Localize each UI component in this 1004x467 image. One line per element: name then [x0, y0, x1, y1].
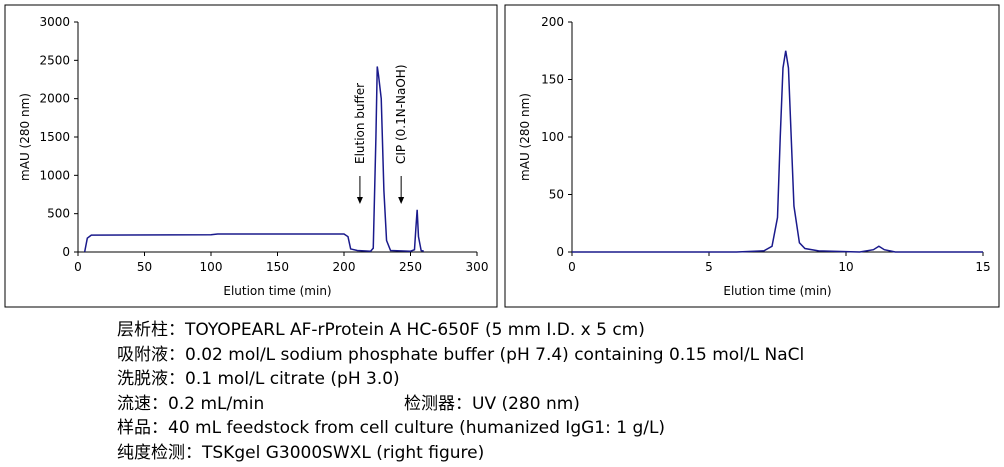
y-tick-label: 100 — [541, 130, 564, 144]
note-label: 层析柱： — [117, 320, 185, 340]
y-tick-label: 1500 — [39, 130, 70, 144]
x-tick-label: 200 — [333, 260, 356, 274]
data-line — [83, 66, 425, 253]
x-tick-label: 0 — [568, 260, 576, 274]
y-tick-label: 0 — [62, 245, 70, 259]
y-tick-label: 2000 — [39, 92, 70, 106]
x-axis-label: Elution time (min) — [723, 284, 831, 298]
annotation: CIP (0.1N-NaOH) — [394, 64, 408, 164]
note-text: 40 mL feedstock from cell culture (human… — [168, 418, 666, 438]
y-tick-label: 150 — [541, 73, 564, 87]
note-item: 样品：40 mL feedstock from cell culture (hu… — [117, 416, 665, 441]
y-tick-label: 0 — [556, 245, 564, 259]
note-label: 纯度检测： — [117, 442, 202, 463]
data-line — [572, 50, 983, 253]
y-tick-label: 2500 — [39, 53, 70, 67]
note-item: 检测器：UV (280 nm) — [404, 392, 580, 417]
note-item: 洗脱液：0.1 mol/L citrate (pH 3.0) — [117, 367, 400, 392]
x-tick-label: 10 — [838, 260, 853, 274]
x-tick-label: 300 — [466, 260, 489, 274]
x-tick-label: 5 — [705, 260, 713, 274]
y-tick-label: 500 — [47, 207, 70, 221]
y-tick-label: 50 — [549, 188, 564, 202]
y-tick-label: 200 — [541, 15, 564, 29]
note-text: 0.1 mol/L citrate (pH 3.0) — [185, 369, 400, 389]
note-text: 0.2 mL/min — [168, 393, 265, 414]
note-text: 0.02 mol/L sodium phosphate buffer (pH 7… — [185, 344, 805, 365]
x-axis-label: Elution time (min) — [223, 284, 331, 298]
annotation: Elution buffer — [353, 83, 367, 164]
note-text: TSKgel G3000SWXL (right figure) — [202, 442, 485, 463]
note-label: 流速： — [117, 393, 168, 414]
x-tick-label: 15 — [975, 260, 990, 274]
chart-frame — [4, 4, 498, 308]
note-text: UV (280 nm) — [472, 393, 580, 414]
y-axis-label: mAU (280 nm) — [18, 93, 32, 181]
note-label: 洗脱液： — [117, 369, 185, 389]
x-tick-label: 50 — [137, 260, 152, 274]
note-item: 纯度检测：TSKgel G3000SWXL (right figure) — [117, 441, 484, 466]
x-tick-label: 100 — [200, 260, 223, 274]
chart-frame — [504, 4, 1000, 308]
note-item: 流速：0.2 mL/min — [117, 392, 264, 417]
note-item: 层析柱：TOYOPEARL AF-rProtein A HC-650F (5 m… — [117, 318, 645, 343]
note-item: 吸附液：0.02 mol/L sodium phosphate buffer (… — [117, 343, 804, 368]
x-tick-label: 150 — [266, 260, 289, 274]
y-axis-label: mAU (280 nm) — [518, 93, 532, 181]
x-tick-label: 250 — [399, 260, 422, 274]
note-label: 检测器： — [404, 393, 472, 414]
note-label: 吸附液： — [117, 344, 185, 365]
note-text: TOYOPEARL AF-rProtein A HC-650F (5 mm I.… — [185, 320, 645, 340]
annotation-arrowhead — [398, 197, 405, 204]
x-tick-label: 0 — [74, 260, 82, 274]
y-tick-label: 3000 — [39, 15, 70, 29]
y-tick-label: 1000 — [39, 168, 70, 182]
note-label: 样品： — [117, 418, 168, 438]
annotation-arrowhead — [356, 197, 363, 204]
